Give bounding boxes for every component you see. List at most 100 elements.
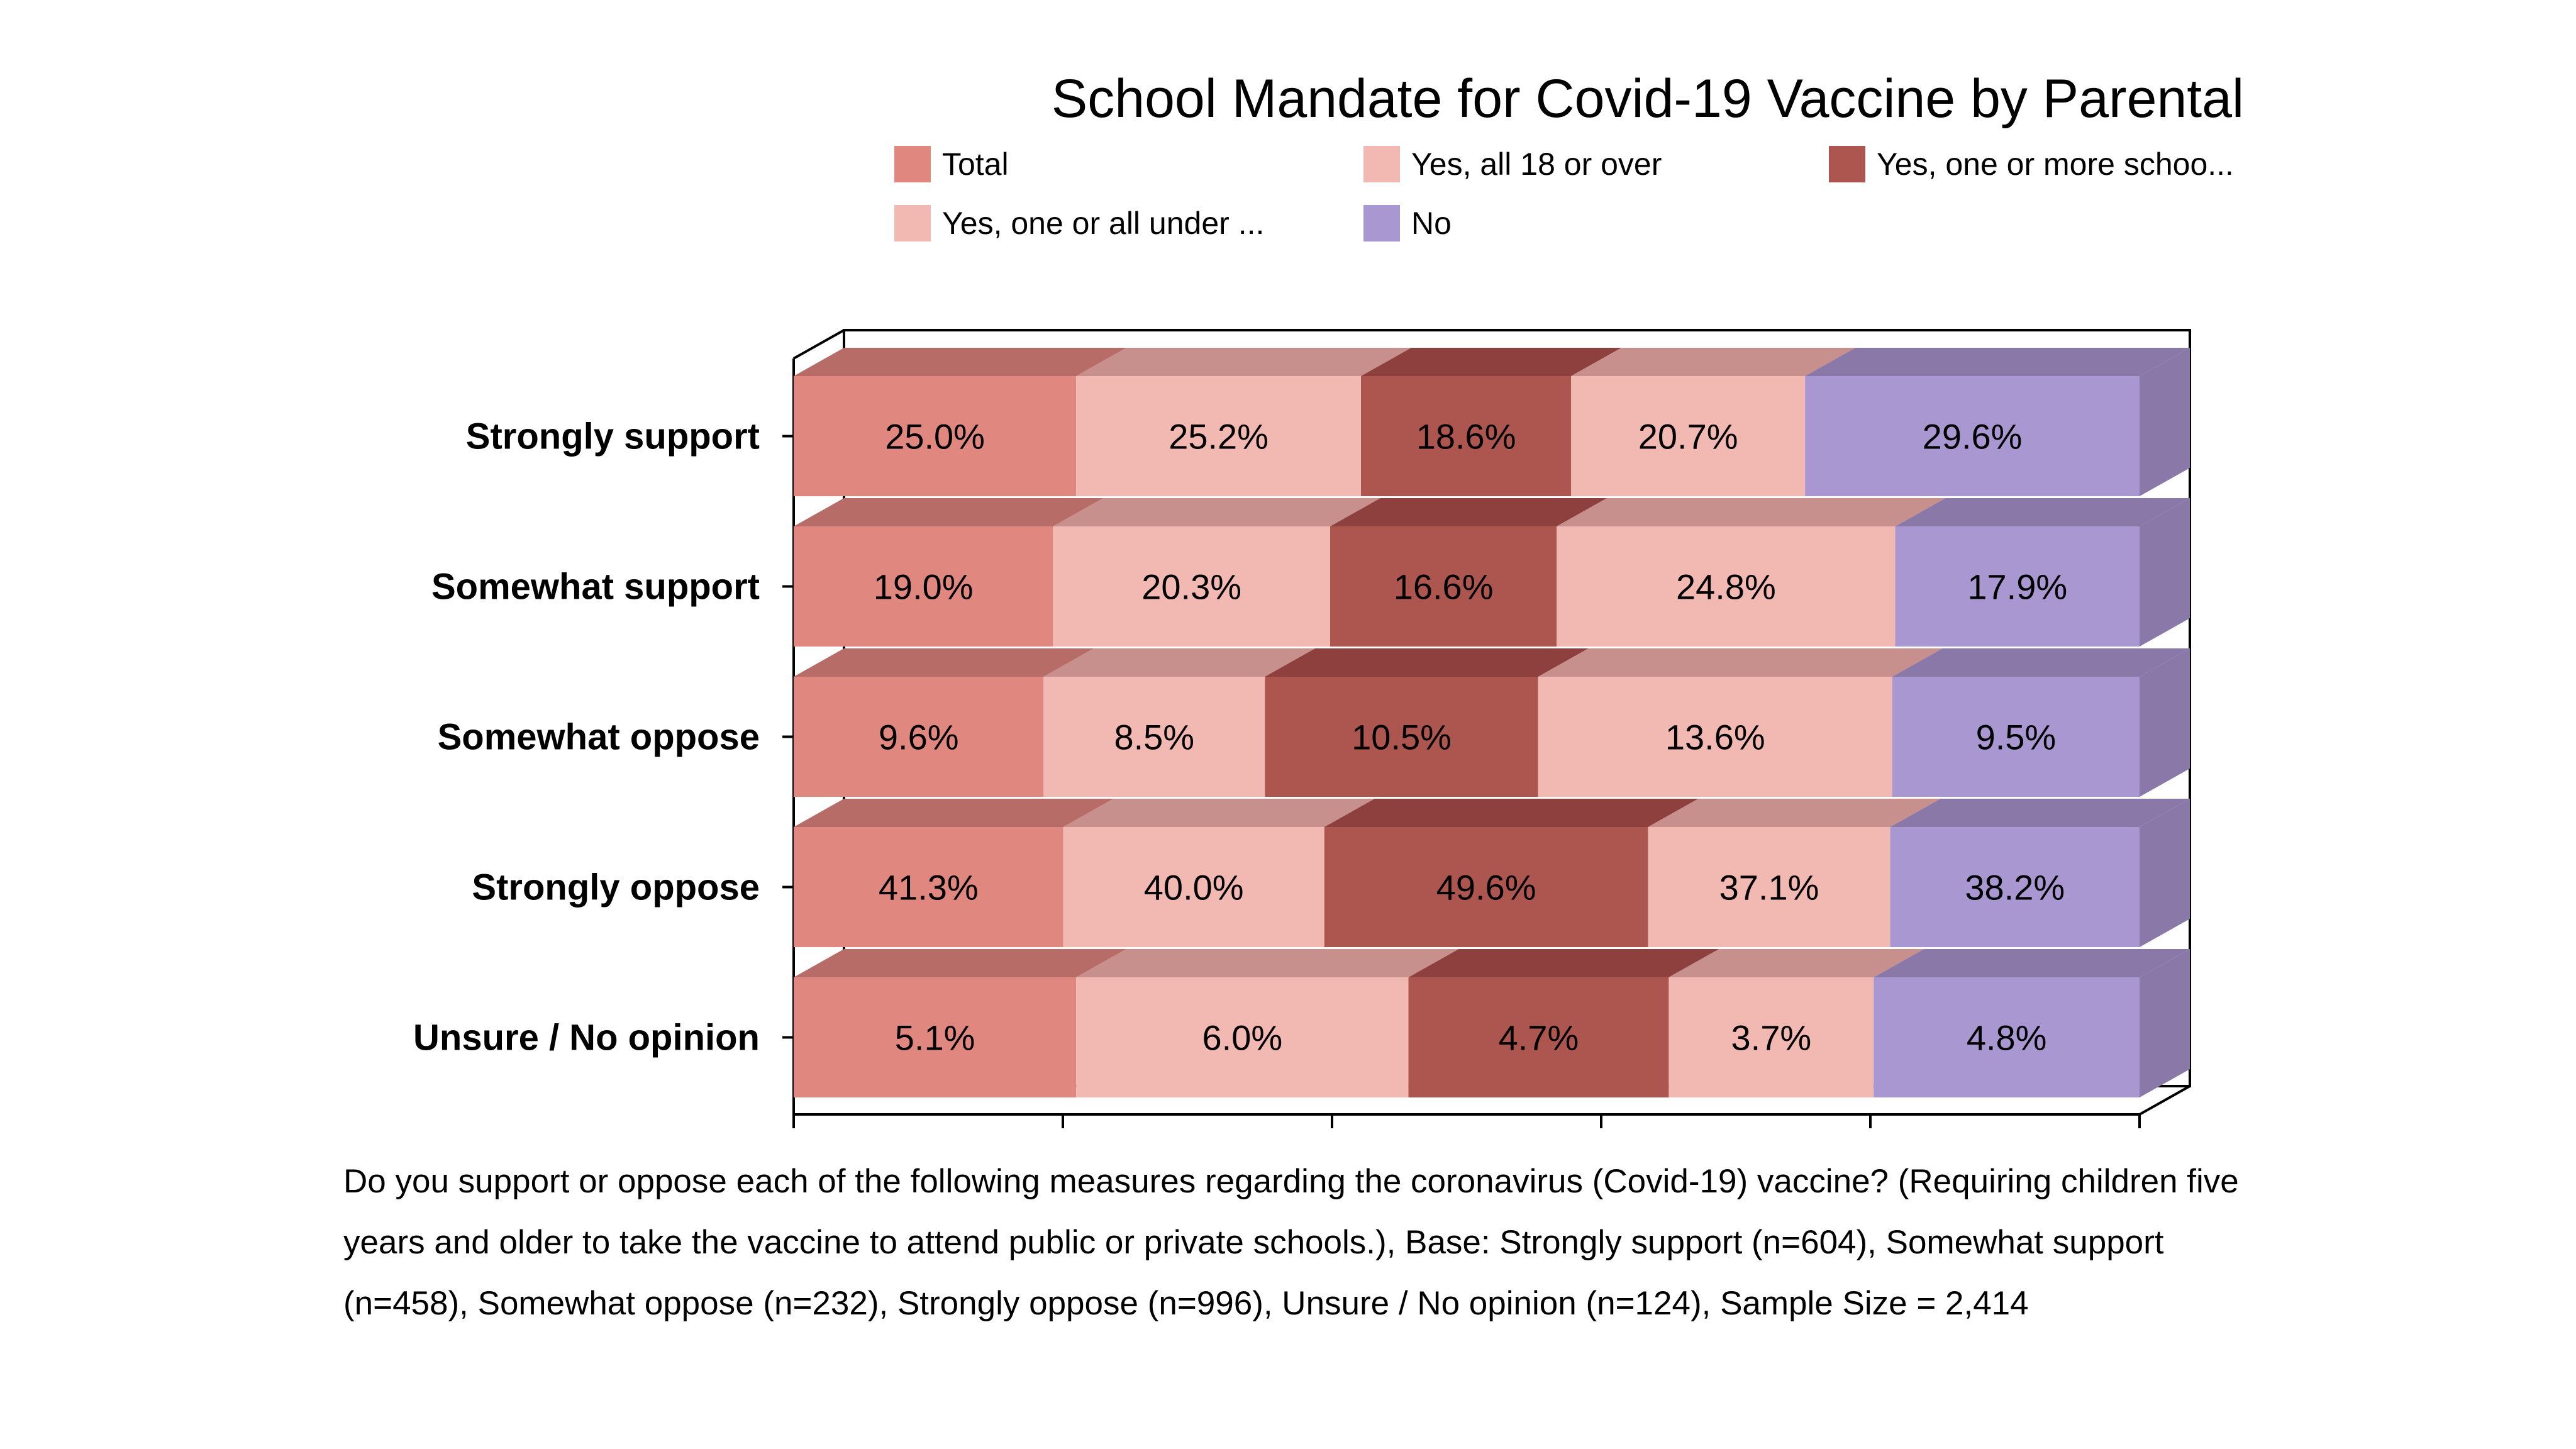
bar-unsure-no-opinion-total-top: [794, 949, 1127, 977]
legend-item-all-18-or-over[interactable]: Yes, all 18 or over: [1363, 146, 1662, 182]
category-label-strongly-oppose: Strongly oppose: [472, 867, 760, 908]
data-label-strongly-support-total: 25.0%: [885, 417, 985, 457]
bar-unsure-no-opinion-no-side: [2140, 949, 2190, 1097]
data-label-unsure-no-opinion-yes-all-18-or-over: 6.0%: [1202, 1018, 1283, 1058]
bar-somewhat-support-yes-one-or-more-schoo-top: [1330, 498, 1607, 526]
chart-legend: Total Yes, all 18 or over Yes, one or mo…: [887, 140, 2333, 265]
value-axis: [792, 1113, 2141, 1128]
bar-somewhat-support-yes-all-18-or-over-top: [1053, 498, 1380, 526]
data-label-somewhat-oppose-yes-one-or-all-under: 13.6%: [1665, 718, 1765, 757]
data-label-somewhat-support-yes-one-or-more-schoo: 16.6%: [1394, 567, 1494, 607]
bar-somewhat-support-no-side: [2140, 498, 2190, 647]
plot-frame-top-left-edge: [793, 329, 845, 360]
bar-strongly-support-yes-one-or-all-under-top: [1571, 348, 1856, 376]
bar-unsure-no-opinion-no-top: [1874, 949, 2190, 977]
category-label-somewhat-oppose: Somewhat oppose: [438, 717, 760, 758]
bar-strongly-oppose-no-top: [1890, 799, 2190, 827]
bar-strongly-oppose-yes-one-or-more-schoo[interactable]: [1324, 827, 1648, 947]
bar-strongly-support-total-top: [794, 348, 1127, 376]
data-label-strongly-oppose-no: 38.2%: [1965, 868, 2065, 908]
bar-strongly-support-no-top: [1805, 348, 2190, 376]
data-label-unsure-no-opinion-yes-one-or-all-under: 3.7%: [1731, 1018, 1812, 1058]
legend-swatch-no: [1363, 205, 1400, 242]
legend-swatch-total: [894, 146, 931, 182]
bar-strongly-support-yes-one-or-more-schoo[interactable]: [1360, 376, 1572, 496]
chart-title: School Mandate for Covid-19 Vaccine by P…: [1051, 69, 2245, 129]
bar-somewhat-support-yes-one-or-more-schoo[interactable]: [1330, 526, 1557, 647]
bar-strongly-support-no[interactable]: [1805, 376, 2140, 496]
bar-strongly-support-no-side: [2140, 348, 2190, 496]
data-label-somewhat-support-yes-all-18-or-over: 20.3%: [1141, 567, 1241, 607]
data-label-strongly-support-yes-one-or-more-schoo: 18.6%: [1416, 417, 1516, 457]
bar-somewhat-oppose-yes-one-or-more-schoo-top: [1265, 648, 1589, 677]
bar-strongly-oppose-yes-one-or-more-schoo-top: [1324, 799, 1699, 827]
bar-strongly-support-yes-all-18-or-over-top: [1076, 348, 1411, 376]
bar-unsure-no-opinion-yes-all-18-or-over[interactable]: [1076, 977, 1409, 1097]
bar-unsure-no-opinion-yes-one-or-all-under-top: [1668, 949, 1924, 977]
bar-strongly-support-total[interactable]: [794, 376, 1077, 496]
bar-somewhat-oppose-yes-all-18-or-over[interactable]: [1043, 677, 1265, 797]
bar-somewhat-support-yes-one-or-all-under-top: [1557, 498, 1946, 526]
bar-unsure-no-opinion-yes-all-18-or-over-top: [1076, 949, 1459, 977]
legend-item-one-or-all-under[interactable]: Yes, one or all under ...: [894, 205, 1264, 242]
bar-unsure-no-opinion-yes-one-or-all-under[interactable]: [1668, 977, 1874, 1097]
legend-label-one-or-more-school: Yes, one or more schoo...: [1877, 147, 2234, 182]
category-axis-labels: Strongly support Somewhat support Somewhat…: [413, 416, 794, 1058]
bar-somewhat-oppose-no[interactable]: [1892, 677, 2140, 797]
bar-strongly-oppose-no[interactable]: [1890, 827, 2140, 947]
bar-unsure-no-opinion-yes-one-or-more-schoo[interactable]: [1408, 977, 1669, 1097]
legend-swatch-one-or-all-under: [894, 205, 931, 242]
data-label-somewhat-oppose-yes-all-18-or-over: 8.5%: [1114, 718, 1194, 757]
data-label-somewhat-support-total: 19.0%: [874, 567, 974, 607]
bar-strongly-oppose-total[interactable]: [794, 827, 1063, 947]
data-label-strongly-support-yes-one-or-all-under: 20.7%: [1638, 417, 1738, 457]
bar-somewhat-support-total[interactable]: [794, 526, 1053, 647]
data-label-somewhat-oppose-total: 9.6%: [879, 718, 959, 757]
bar-strongly-support-yes-one-or-more-schoo-top: [1360, 348, 1622, 376]
legend-item-no[interactable]: No: [1363, 205, 1452, 242]
bar-strongly-oppose-yes-one-or-all-under[interactable]: [1648, 827, 1890, 947]
bar-strongly-oppose-yes-one-or-all-under-top: [1648, 799, 1941, 827]
bar-somewhat-oppose-yes-one-or-more-schoo[interactable]: [1265, 677, 1538, 797]
bar-strongly-support-yes-all-18-or-over[interactable]: [1076, 376, 1361, 496]
data-label-strongly-oppose-yes-all-18-or-over: 40.0%: [1144, 868, 1244, 908]
category-label-somewhat-support: Somewhat support: [431, 567, 760, 608]
data-label-unsure-no-opinion-total: 5.1%: [895, 1018, 975, 1058]
data-label-somewhat-support-yes-one-or-all-under: 24.8%: [1676, 567, 1776, 607]
bar-somewhat-support-no-top: [1895, 498, 2190, 526]
plot-frame-bottom-right-edge: [2139, 1085, 2190, 1116]
data-label-unsure-no-opinion-no: 4.8%: [1967, 1018, 2047, 1058]
bar-unsure-no-opinion-total[interactable]: [794, 977, 1077, 1097]
legend-label-no: No: [1411, 206, 1452, 241]
bar-strongly-support-yes-one-or-all-under[interactable]: [1571, 376, 1806, 496]
data-label-somewhat-oppose-yes-one-or-more-schoo: 10.5%: [1352, 718, 1452, 757]
bar-somewhat-oppose-yes-one-or-all-under[interactable]: [1538, 677, 1892, 797]
category-label-strongly-support: Strongly support: [466, 416, 760, 457]
bar-somewhat-oppose-no-side: [2140, 648, 2190, 797]
bar-somewhat-support-no[interactable]: [1895, 526, 2140, 647]
legend-label-all-18-or-over: Yes, all 18 or over: [1411, 147, 1662, 182]
bar-strongly-oppose-yes-all-18-or-over[interactable]: [1063, 827, 1324, 947]
legend-label-one-or-all-under: Yes, one or all under ...: [942, 206, 1265, 241]
data-label-somewhat-oppose-no: 9.5%: [1976, 718, 2057, 757]
data-label-strongly-oppose-yes-one-or-more-schoo: 49.6%: [1436, 868, 1536, 908]
bar-strongly-oppose-no-side: [2140, 799, 2190, 947]
bar-unsure-no-opinion-yes-one-or-more-schoo-top: [1408, 949, 1719, 977]
legend-item-one-or-more-school[interactable]: Yes, one or more schoo...: [1829, 146, 2234, 182]
data-label-strongly-oppose-yes-one-or-all-under: 37.1%: [1719, 868, 1819, 908]
data-label-strongly-support-yes-all-18-or-over: 25.2%: [1169, 417, 1269, 457]
bar-somewhat-oppose-total[interactable]: [794, 677, 1044, 797]
bars-layer: [794, 348, 2190, 1097]
bar-strongly-oppose-yes-all-18-or-over-top: [1063, 799, 1375, 827]
bar-somewhat-support-yes-one-or-all-under[interactable]: [1557, 526, 1896, 647]
legend-swatch-all-18-or-over: [1363, 146, 1400, 182]
legend-label-total: Total: [942, 147, 1009, 182]
bar-unsure-no-opinion-no[interactable]: [1874, 977, 2140, 1097]
data-labels-layer: 25.0% 25.2% 18.6% 20.7% 29.6% 19.0% 20.3% 16.6%…: [874, 417, 2067, 1058]
data-label-somewhat-support-no: 17.9%: [1967, 567, 2067, 607]
bar-strongly-oppose-total-top: [794, 799, 1114, 827]
legend-item-total[interactable]: Total: [894, 146, 1009, 182]
bar-somewhat-support-yes-all-18-or-over[interactable]: [1053, 526, 1330, 647]
category-label-unsure-no-opinion: Unsure / No opinion: [413, 1018, 760, 1058]
data-label-strongly-oppose-total: 41.3%: [879, 868, 979, 908]
